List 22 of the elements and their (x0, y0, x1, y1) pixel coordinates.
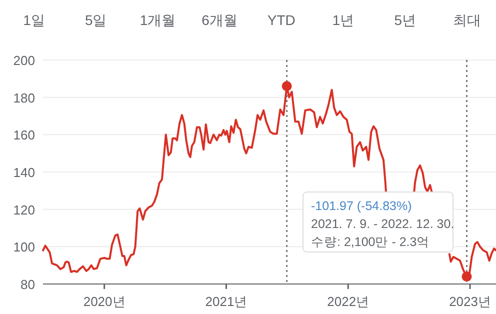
x-tick-label: 2021년 (205, 294, 248, 309)
x-tick-label: 2022년 (327, 294, 370, 309)
text: 최대 (453, 12, 481, 28)
y-tick-label: 200 (13, 53, 35, 68)
annotation: 2021. 7. 9. - 2022. 12. 30. (311, 217, 454, 231)
text: 5일 (84, 12, 107, 28)
text: 1개월 (140, 12, 176, 28)
y-tick-label: 140 (13, 165, 35, 180)
text: YTD (267, 12, 296, 28)
x-tick-label: 2020년 (83, 294, 126, 309)
annotation: 수량: 2,100만 - 2.3억 (311, 235, 430, 249)
text: 1일 (23, 12, 45, 28)
y-tick-label: 80 (20, 277, 35, 292)
y-tick-label: 180 (13, 90, 35, 106)
y-tick-label: 100 (13, 240, 35, 255)
y-tick-label: 120 (13, 202, 35, 218)
annotation: -101.97 (-54.83%) (311, 199, 412, 213)
y-tick-label: 160 (13, 128, 35, 143)
text: 5년 (394, 12, 416, 28)
text: 1년 (332, 12, 354, 28)
x-tick-label: 2023년 (449, 294, 491, 309)
text: 6개월 (202, 12, 238, 28)
